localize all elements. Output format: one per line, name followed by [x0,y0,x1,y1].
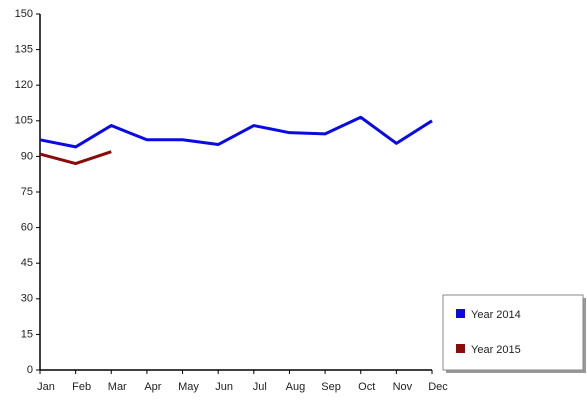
line [39,115,433,149]
legend [442,294,584,371]
y-tick-label: 90 [21,150,33,162]
x-tick-label: Sep [321,381,341,393]
y-tick-label: 15 [21,328,33,340]
y-tick-label: 105 [15,115,33,127]
x-tick-label: Jan [37,381,55,393]
x-tick-label: Apr [144,381,161,393]
x-tick-label: Jul [253,381,267,393]
x-tick-label: Dec [428,381,448,393]
y-tick-label: 150 [15,8,33,20]
y-tick-label: 75 [21,186,33,198]
legend-swatch [456,344,465,353]
legend-label: Year 2015 [471,344,521,356]
y-tick-label: 120 [15,79,33,91]
y-tick-label: 0 [27,364,33,376]
legend-swatch [456,309,465,318]
x-tick-label: Mar [108,381,127,393]
x-tick-label: Nov [393,381,413,393]
y-tick-label: 45 [21,257,33,269]
line [39,150,112,166]
x-tick-label: Feb [72,381,91,393]
y-tick-label: 60 [21,222,33,234]
x-tick-label: May [178,381,199,393]
x-tick-label: Jun [215,381,233,393]
y-tick-label: 30 [21,293,33,305]
x-tick-label: Aug [286,381,306,393]
x-tick-label: Oct [358,381,375,393]
y-tick-label: 135 [15,44,33,56]
legend-label: Year 2014 [471,309,521,321]
